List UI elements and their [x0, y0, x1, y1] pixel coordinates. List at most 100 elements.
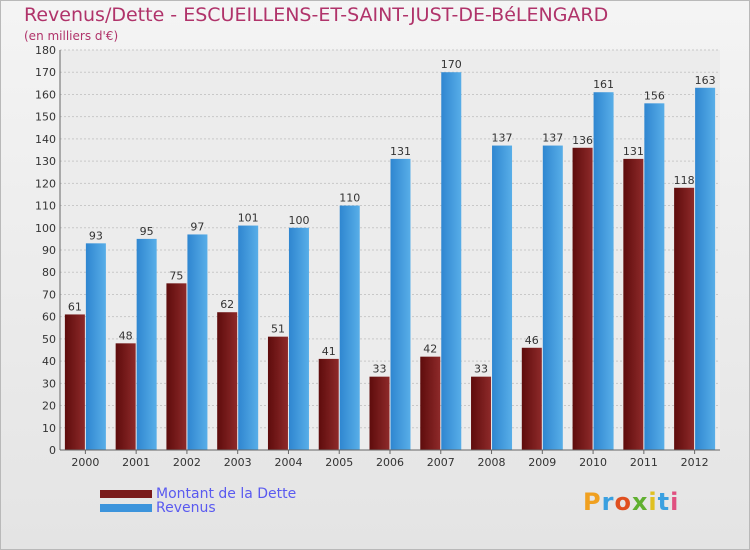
y-tick-label: 150 [35, 111, 56, 124]
logo-letter: o [614, 488, 632, 516]
y-tick-label: 100 [35, 222, 56, 235]
data-label-dette: 33 [474, 363, 488, 376]
data-label-revenus: 110 [339, 192, 360, 205]
bar-dette [471, 376, 492, 450]
bar-revenus [390, 158, 411, 450]
legend-label-revenus: Revenus [156, 500, 216, 516]
y-tick-label: 60 [42, 311, 56, 324]
bar-dette [267, 336, 288, 450]
bar-revenus [85, 243, 106, 450]
data-label-dette: 42 [423, 343, 437, 356]
axes: 0 10 20 30 40 50 60 70 80 90 100 110 120 130 140 150 160… [35, 44, 720, 469]
y-tick-label: 30 [42, 377, 56, 390]
chart-subtitle: (en milliers d'€) [24, 29, 119, 43]
data-label-revenus: 101 [238, 212, 259, 225]
data-label-revenus: 93 [89, 229, 103, 242]
x-tick-label: 2005 [325, 456, 353, 469]
data-label-dette: 33 [373, 363, 387, 376]
chart-title: Revenus/Dette - ESCUEILLENS-ET-SAINT-JUS… [24, 4, 609, 26]
bar-dette [318, 358, 339, 450]
data-label-dette: 48 [119, 329, 133, 342]
y-tick-label: 20 [42, 400, 56, 413]
y-tick-label: 80 [42, 266, 56, 279]
data-label-revenus: 156 [644, 89, 665, 102]
bar-dette [369, 376, 390, 450]
y-tick-label: 110 [35, 200, 56, 213]
x-tick-label: 2011 [630, 456, 658, 469]
bar-revenus [593, 92, 614, 450]
bar-revenus [644, 103, 665, 450]
logo-letter: P [583, 488, 602, 516]
data-label-revenus: 137 [542, 132, 563, 145]
x-tick-label: 2008 [478, 456, 506, 469]
bar-revenus [288, 227, 309, 450]
data-label-revenus: 163 [695, 74, 716, 87]
bar-revenus [339, 205, 360, 450]
bars [64, 72, 716, 451]
bar-dette [166, 283, 187, 450]
x-tick-label: 2009 [528, 456, 556, 469]
logo-letter: i [670, 488, 680, 516]
data-label-dette: 131 [623, 145, 644, 158]
bar-dette [623, 158, 644, 450]
proxiti-logo: Proxiti [583, 488, 679, 516]
data-label-revenus: 100 [288, 214, 309, 227]
data-label-revenus: 97 [190, 220, 204, 233]
data-labels: 61 93 48 95 75 97 62 101 51 100 41 110 33 131 42 170 33 1… [68, 58, 716, 375]
bar-revenus [441, 72, 462, 450]
y-tick-label: 170 [35, 66, 56, 79]
bar-dette [217, 312, 238, 450]
x-tick-label: 2003 [224, 456, 252, 469]
y-tick-label: 130 [35, 155, 56, 168]
data-label-dette: 75 [169, 269, 183, 282]
x-tick-label: 2007 [427, 456, 455, 469]
logo-letter: r [601, 488, 615, 516]
data-label-dette: 51 [271, 323, 285, 336]
logo-letter: t [657, 488, 671, 516]
y-tick-label: 50 [42, 333, 56, 346]
bar-dette [420, 356, 441, 450]
x-tick-label: 2000 [71, 456, 99, 469]
data-label-revenus: 161 [593, 78, 614, 91]
data-label-revenus: 137 [492, 132, 513, 145]
bar-revenus [542, 145, 563, 451]
x-tick-label: 2001 [122, 456, 150, 469]
data-label-revenus: 95 [140, 225, 154, 238]
legend-swatch-revenus [100, 504, 152, 512]
x-tick-label: 2002 [173, 456, 201, 469]
bar-dette [521, 347, 542, 450]
data-label-dette: 41 [322, 345, 336, 358]
x-tick-label: 2010 [579, 456, 607, 469]
y-tick-label: 10 [42, 422, 56, 435]
bar-revenus [695, 87, 716, 451]
y-tick-label: 90 [42, 244, 56, 257]
y-tick-label: 0 [49, 444, 56, 457]
data-label-dette: 136 [572, 134, 593, 147]
bar-dette [674, 187, 695, 450]
x-tick-label: 2012 [681, 456, 709, 469]
legend-label-dette: Montant de la Dette [156, 486, 297, 502]
data-label-dette: 46 [525, 334, 539, 347]
data-label-dette: 61 [68, 300, 82, 313]
data-label-revenus: 131 [390, 145, 411, 158]
legend-item-dette: Montant de la Dette [100, 486, 296, 502]
bar-revenus [492, 145, 513, 451]
y-tick-label: 140 [35, 133, 56, 146]
data-label-dette: 62 [220, 298, 234, 311]
data-label-dette: 118 [674, 174, 695, 187]
logo-letter: i [648, 488, 658, 516]
bar-dette [115, 343, 136, 450]
logo-letter: x [631, 488, 649, 516]
legend-item-revenus: Revenus [100, 500, 216, 516]
x-tick-label: 2006 [376, 456, 404, 469]
bar-dette [64, 314, 85, 450]
x-tick-label: 2004 [274, 456, 302, 469]
bar-dette [572, 147, 593, 450]
y-tick-label: 160 [35, 88, 56, 101]
legend-swatch-dette [100, 490, 152, 498]
bar-revenus [187, 234, 208, 450]
y-tick-label: 40 [42, 355, 56, 368]
bar-revenus [238, 225, 259, 450]
y-tick-label: 70 [42, 288, 56, 301]
